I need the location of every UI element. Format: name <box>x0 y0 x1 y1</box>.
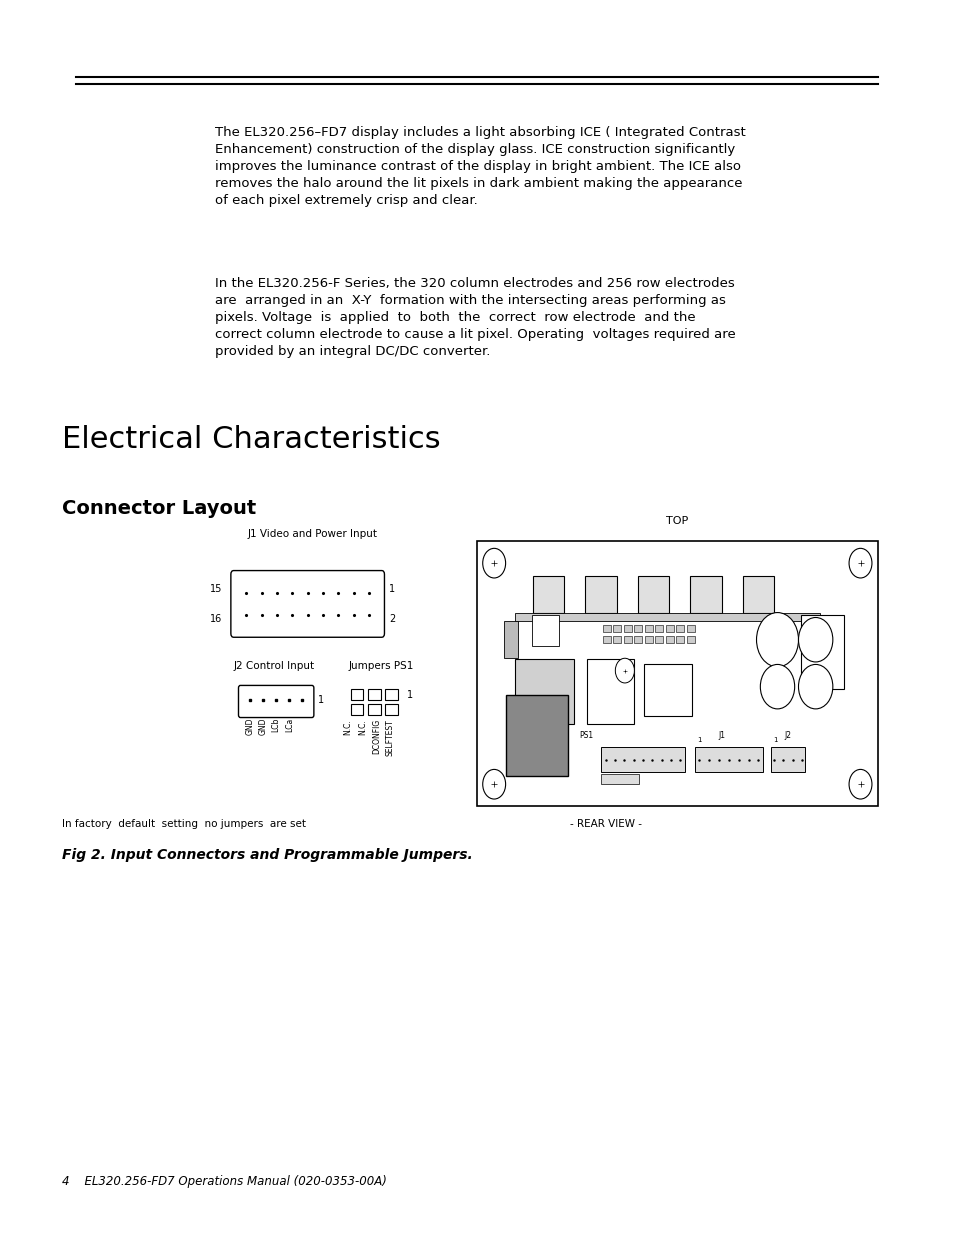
FancyBboxPatch shape <box>231 571 384 637</box>
Text: J2: J2 <box>783 731 791 740</box>
Circle shape <box>756 613 798 667</box>
Text: The EL320.256–FD7 display includes a light absorbing ICE ( Integrated Contrast
E: The EL320.256–FD7 display includes a lig… <box>214 126 744 207</box>
Bar <box>586 659 634 724</box>
Bar <box>770 747 804 772</box>
Bar <box>741 576 773 613</box>
Text: Fig 2. Input Connectors and Programmable Jumpers.: Fig 2. Input Connectors and Programmable… <box>62 848 473 862</box>
Bar <box>689 576 720 613</box>
Text: J2 Control Input: J2 Control Input <box>233 661 314 671</box>
Text: In the EL320.256-F Series, the 320 column electrodes and 256 row electrodes
are : In the EL320.256-F Series, the 320 colum… <box>214 277 735 358</box>
Text: SELFTEST: SELFTEST <box>386 719 395 756</box>
Bar <box>385 704 397 715</box>
Text: 16: 16 <box>210 614 222 624</box>
Bar <box>503 621 517 658</box>
Bar <box>623 625 631 632</box>
Text: 2: 2 <box>389 614 395 624</box>
Bar <box>665 625 673 632</box>
Bar <box>602 625 610 632</box>
Text: LCa: LCa <box>285 718 294 732</box>
Text: 1: 1 <box>389 584 395 594</box>
Circle shape <box>798 664 832 709</box>
Bar <box>644 636 652 643</box>
Bar <box>634 625 641 632</box>
Circle shape <box>760 664 794 709</box>
Text: 1: 1 <box>772 737 777 743</box>
Bar <box>613 625 620 632</box>
Text: J1 Video and Power Input: J1 Video and Power Input <box>248 529 377 538</box>
Bar <box>655 636 662 643</box>
Text: GND: GND <box>245 718 254 735</box>
Bar <box>532 576 563 613</box>
Bar <box>515 659 574 724</box>
Bar <box>600 747 684 772</box>
Bar <box>532 615 558 646</box>
Bar <box>665 636 673 643</box>
Bar <box>613 636 620 643</box>
Bar <box>602 636 610 643</box>
Text: N.C.: N.C. <box>343 719 353 735</box>
Text: 1: 1 <box>407 689 413 700</box>
Text: 1: 1 <box>697 737 701 743</box>
FancyBboxPatch shape <box>238 685 314 718</box>
Bar <box>476 541 877 806</box>
Bar <box>623 636 631 643</box>
Bar <box>644 625 652 632</box>
Bar <box>655 625 662 632</box>
Bar <box>505 695 567 776</box>
Circle shape <box>848 548 871 578</box>
Text: 1: 1 <box>317 695 323 705</box>
Text: PS1: PS1 <box>578 731 593 740</box>
Circle shape <box>482 769 505 799</box>
Bar <box>676 636 683 643</box>
Bar <box>676 625 683 632</box>
Text: TOP: TOP <box>665 516 688 526</box>
Circle shape <box>615 658 634 683</box>
Circle shape <box>482 548 505 578</box>
Text: Connector Layout: Connector Layout <box>62 499 256 517</box>
Bar <box>351 704 363 715</box>
Bar <box>686 636 694 643</box>
Bar <box>643 664 691 716</box>
Bar <box>368 704 380 715</box>
Text: In factory  default  setting  no jumpers  are set: In factory default setting no jumpers ar… <box>62 819 306 829</box>
Text: N.C.: N.C. <box>357 719 366 735</box>
Text: - REAR VIEW -: - REAR VIEW - <box>569 819 641 829</box>
Text: Electrical Characteristics: Electrical Characteristics <box>62 425 440 453</box>
Bar <box>368 689 380 700</box>
Circle shape <box>848 769 871 799</box>
Bar <box>801 615 843 689</box>
Circle shape <box>798 618 832 662</box>
Text: J1: J1 <box>718 731 724 740</box>
Bar <box>351 689 363 700</box>
Text: 15: 15 <box>210 584 222 594</box>
Bar <box>637 576 668 613</box>
Text: DCONFIG: DCONFIG <box>372 719 380 755</box>
Text: LCb: LCb <box>272 718 280 732</box>
Text: 4    EL320.256-FD7 Operations Manual (020-0353-00A): 4 EL320.256-FD7 Operations Manual (020-0… <box>62 1174 387 1188</box>
Bar <box>515 613 820 621</box>
Bar <box>694 747 762 772</box>
Bar <box>385 689 397 700</box>
Text: Jumpers PS1: Jumpers PS1 <box>348 661 414 671</box>
Bar <box>634 636 641 643</box>
Bar <box>585 576 616 613</box>
Bar <box>686 625 694 632</box>
Text: GND: GND <box>258 718 267 735</box>
Bar <box>600 774 639 784</box>
